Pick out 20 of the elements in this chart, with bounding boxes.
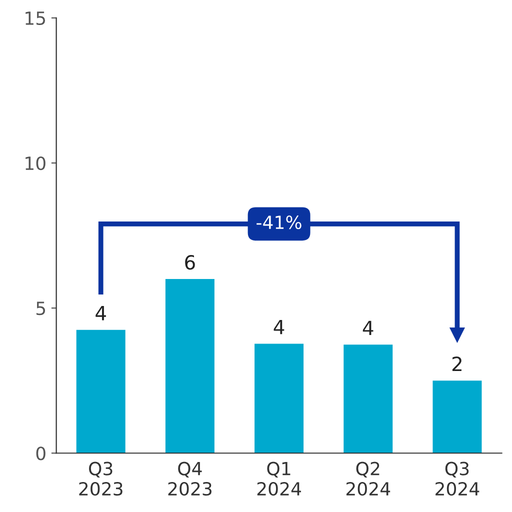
- annotation: -41%: [256, 215, 302, 230]
- y-tick-label: 0: [36, 446, 46, 460]
- x-tick-label: Q1 2024: [257, 462, 301, 496]
- y-tick-label: 15: [26, 12, 46, 26]
- bar: [254, 344, 304, 454]
- data-label: 4: [362, 320, 374, 336]
- bar: [432, 380, 482, 454]
- x-tick-label: Q3 2024: [436, 462, 480, 496]
- data-label: 4: [96, 306, 106, 320]
- bar: [165, 279, 214, 454]
- x-tick-label: Q3 2023: [79, 462, 122, 496]
- data-label: 6: [185, 255, 195, 270]
- x-tick-label: Q2 2024: [346, 462, 390, 496]
- bar: [344, 344, 393, 454]
- y-tick-label: 5: [36, 302, 46, 316]
- bar: [76, 330, 126, 454]
- x-tick-label: Q4 2023: [168, 462, 212, 496]
- y-tick-label: 10: [26, 156, 46, 170]
- data-label: 4: [274, 320, 284, 334]
- data-label: 2: [452, 356, 462, 371]
